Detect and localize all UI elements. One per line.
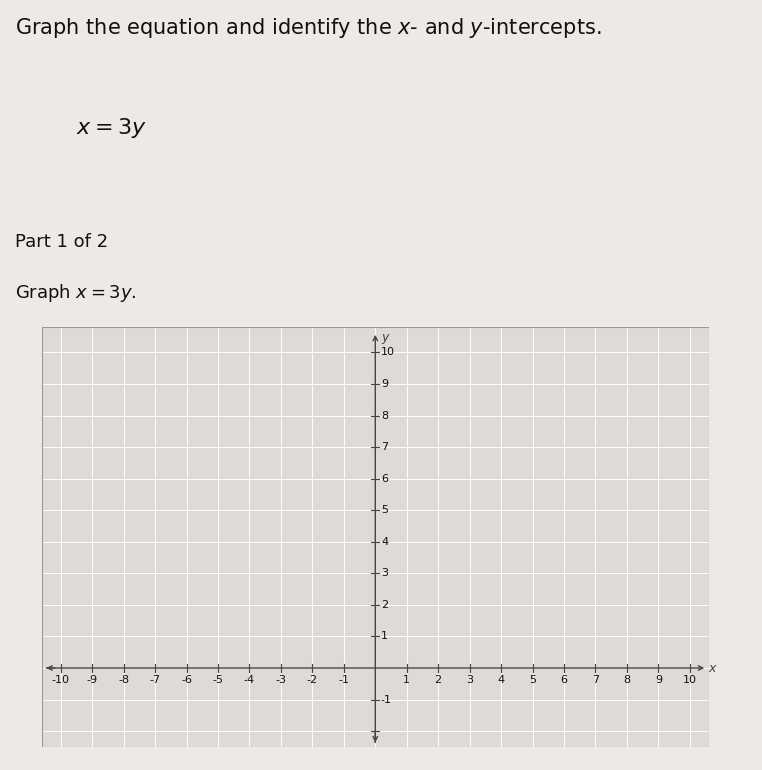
Text: -8: -8 bbox=[118, 675, 130, 685]
Text: 10: 10 bbox=[381, 347, 395, 357]
Text: Graph the equation and identify the $x$- and $y$-intercepts.: Graph the equation and identify the $x$-… bbox=[15, 16, 602, 40]
Text: -2: -2 bbox=[307, 675, 318, 685]
Text: -9: -9 bbox=[87, 675, 98, 685]
Text: -6: -6 bbox=[181, 675, 192, 685]
Text: 5: 5 bbox=[381, 505, 388, 515]
Text: 6: 6 bbox=[561, 675, 568, 685]
Text: 6: 6 bbox=[381, 474, 388, 484]
Text: -1: -1 bbox=[381, 695, 392, 705]
Text: 10: 10 bbox=[683, 675, 696, 685]
Text: 1: 1 bbox=[381, 631, 388, 641]
Text: -7: -7 bbox=[149, 675, 161, 685]
Text: 9: 9 bbox=[655, 675, 662, 685]
Text: -5: -5 bbox=[213, 675, 223, 685]
Text: 3: 3 bbox=[381, 568, 388, 578]
Text: -4: -4 bbox=[244, 675, 255, 685]
Text: 2: 2 bbox=[381, 600, 388, 610]
Text: y: y bbox=[381, 331, 389, 344]
Text: x: x bbox=[709, 662, 716, 675]
Text: 4: 4 bbox=[498, 675, 504, 685]
Text: 4: 4 bbox=[381, 537, 388, 547]
Text: Part 1 of 2: Part 1 of 2 bbox=[15, 233, 108, 251]
Text: 1: 1 bbox=[403, 675, 410, 685]
Text: Graph $x = 3y$.: Graph $x = 3y$. bbox=[15, 282, 136, 304]
Text: 2: 2 bbox=[434, 675, 442, 685]
Text: 9: 9 bbox=[381, 379, 388, 389]
Text: -1: -1 bbox=[338, 675, 349, 685]
Text: -3: -3 bbox=[275, 675, 287, 685]
Text: 7: 7 bbox=[592, 675, 599, 685]
Text: 8: 8 bbox=[623, 675, 630, 685]
Text: 7: 7 bbox=[381, 442, 388, 452]
Text: -10: -10 bbox=[52, 675, 70, 685]
Text: 5: 5 bbox=[529, 675, 536, 685]
Text: $x = 3y$: $x = 3y$ bbox=[76, 116, 147, 140]
Text: 8: 8 bbox=[381, 410, 388, 420]
Text: 3: 3 bbox=[466, 675, 473, 685]
